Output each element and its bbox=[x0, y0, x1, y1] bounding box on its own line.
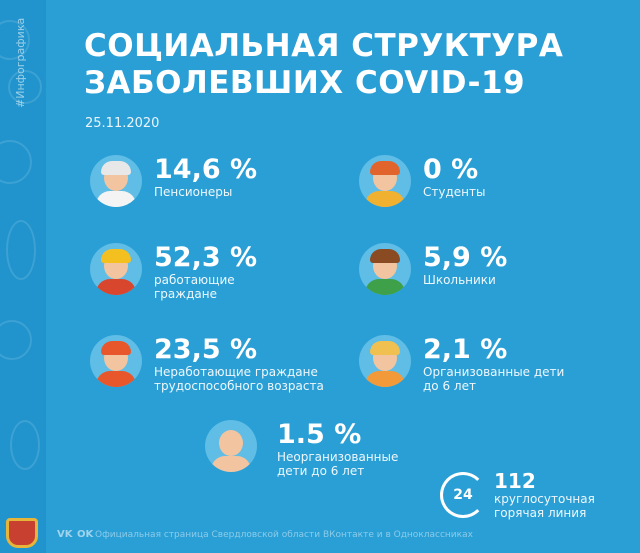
stat-pensioners: 14,6 % Пенсионеры bbox=[90, 155, 257, 207]
stat-percent: 5,9 % bbox=[423, 242, 508, 273]
page-title: СОЦИАЛЬНАЯ СТРУКТУРА ЗАБОЛЕВШИХ COVID-19 bbox=[84, 28, 563, 102]
hotline-number: 112 bbox=[494, 469, 536, 493]
phone-24-icon: 24 bbox=[440, 472, 486, 518]
stat-working: 52,3 % работающие граждане bbox=[90, 243, 264, 301]
date: 25.11.2020 bbox=[85, 116, 160, 131]
hashtag-infographic: #Инфографика bbox=[14, 17, 27, 108]
pensioner-avatar-icon bbox=[90, 155, 142, 207]
student-avatar-icon bbox=[359, 155, 411, 207]
stat-percent: 1.5 % bbox=[277, 419, 362, 450]
stat-percent: 23,5 % bbox=[154, 334, 258, 365]
title-line-1: СОЦИАЛЬНАЯ СТРУКТУРА bbox=[84, 28, 564, 64]
unemployed-avatar-icon bbox=[90, 335, 142, 387]
schoolchild-avatar-icon bbox=[359, 243, 411, 295]
stat-label: Неработающие граждане трудоспособного во… bbox=[154, 365, 324, 393]
stat-label: Пенсионеры bbox=[154, 185, 233, 199]
stat-unorganized-children: 1.5 % Неорганизованные дети до 6 лет bbox=[205, 420, 417, 478]
title-line-2: ЗАБОЛЕВШИХ COVID-19 bbox=[84, 65, 526, 101]
ok-icon[interactable]: OK bbox=[77, 529, 94, 540]
stat-percent: 52,3 % bbox=[154, 242, 258, 273]
stat-unemployed: 23,5 % Неработающие граждане трудоспособн… bbox=[90, 335, 344, 393]
worker-avatar-icon bbox=[90, 243, 142, 295]
stat-organized-children: 2,1 % Организованные дети до 6 лет bbox=[359, 335, 583, 393]
stat-students: 0 % Студенты bbox=[359, 155, 485, 207]
stat-label: Школьники bbox=[423, 273, 496, 287]
stat-percent: 14,6 % bbox=[154, 154, 258, 185]
children-avatar-icon bbox=[359, 335, 411, 387]
vk-icon[interactable]: VK bbox=[57, 529, 73, 540]
hotline: 24 112 круглосуточная горячая линия bbox=[440, 469, 595, 520]
stat-label: Организованные дети до 6 лет bbox=[423, 365, 565, 393]
stat-label: Студенты bbox=[423, 185, 486, 199]
coat-of-arms-logo bbox=[6, 518, 38, 548]
hotline-label: круглосуточная горячая линия bbox=[494, 492, 595, 520]
footer-text: Официальная страница Свердловской област… bbox=[95, 530, 473, 540]
stat-label: работающие граждане bbox=[154, 273, 235, 301]
stat-schoolchildren: 5,9 % Школьники bbox=[359, 243, 507, 295]
stat-label: Неорганизованные дети до 6 лет bbox=[277, 450, 399, 478]
footer: VK OK Официальная страница Свердловской … bbox=[0, 515, 640, 553]
stat-percent: 2,1 % bbox=[423, 334, 508, 365]
baby-avatar-icon bbox=[205, 420, 257, 472]
decorative-strip bbox=[0, 0, 46, 553]
stat-percent: 0 % bbox=[423, 154, 479, 185]
